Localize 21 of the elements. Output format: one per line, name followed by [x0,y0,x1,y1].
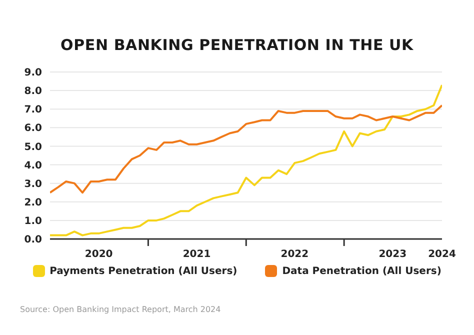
x-tick-label: 2021 [182,249,211,260]
legend-label: Data Penetration (All Users) [282,266,442,276]
y-tick-label: 6.0 [24,123,42,134]
x-tick-label: 2023 [378,249,407,260]
x-tick-label: 2024 [428,249,456,260]
x-tick-label: 2020 [84,249,113,260]
legend-label: Payments Penetration (All Users) [50,266,238,276]
y-tick-label: 4.0 [24,160,42,172]
y-tick-label: 9.0 [24,68,42,79]
source-note: Source: Open Banking Impact Report, March 2024 [20,305,221,314]
y-tick-label: 1.0 [24,216,42,227]
y-tick-label: 7.0 [24,104,42,116]
line-series [50,84,442,236]
y-tick-label: 3.0 [24,178,42,190]
chart-title: OPEN BANKING PENETRATION IN THE UK [60,36,414,54]
line-series [50,104,442,194]
y-tick-label: 0.0 [24,234,42,246]
y-tick-label: 5.0 [24,142,42,153]
x-tick-label: 2022 [280,249,309,260]
y-tick-label: 8.0 [24,86,42,98]
y-tick-label: 2.0 [24,197,42,208]
